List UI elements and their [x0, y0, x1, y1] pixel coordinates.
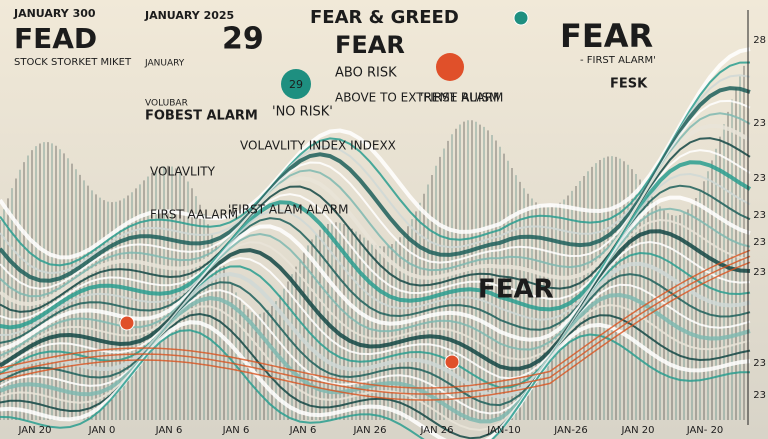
- brand: FEAD: [14, 22, 97, 55]
- wave: [0, 251, 751, 389]
- wave: [0, 283, 751, 415]
- decoration: [0, 10, 752, 439]
- bottom-axis-label: JAN-26: [553, 425, 587, 436]
- label: VOLAVLITY INDEX INDEXX: [240, 139, 396, 153]
- marker-dot: [444, 354, 460, 370]
- wave: [0, 273, 751, 407]
- right-axis-label: 23: [753, 267, 766, 278]
- date-left: JANUARY 300: [13, 7, 96, 20]
- wave: [0, 99, 751, 290]
- bottom-axis-label: JAN 26: [420, 425, 454, 436]
- wave: [0, 74, 751, 275]
- bottom-axis-label: JAN 6: [222, 425, 250, 436]
- label: - FIRST ALARM': [580, 55, 656, 66]
- title: FEAR & GREED: [310, 7, 459, 28]
- label: ABO RISK: [335, 66, 397, 81]
- label: VOLUBAR: [145, 99, 188, 109]
- label: FESK: [610, 77, 648, 92]
- bottom-axis-label: JAN 26: [353, 425, 387, 436]
- bottom-axis-label: JAN- 20: [686, 425, 724, 436]
- right-axis-label: 23: [753, 173, 766, 184]
- wave: [0, 229, 751, 371]
- bottom-axis-label: JAN 20: [621, 425, 655, 436]
- label: 'NO RISK': [272, 105, 333, 120]
- wave: [0, 218, 751, 362]
- right-axis-label: 23: [753, 390, 766, 401]
- bottom-axis-label: JAN-10: [486, 425, 520, 436]
- mood: FEAR: [335, 31, 405, 59]
- label: 'FIRST ALAM ALARM: [228, 203, 348, 217]
- trend: [0, 255, 751, 395]
- bottom-axis-label: JAN 0: [88, 425, 116, 436]
- wave: [0, 240, 751, 380]
- trend: [0, 249, 751, 389]
- label: FOBEST ALARM: [145, 109, 258, 124]
- wave: [0, 86, 751, 283]
- marker-dot: [119, 315, 135, 331]
- trend: [0, 261, 751, 401]
- right-axis-label: 23: [753, 118, 766, 129]
- label: JANUARY: [144, 59, 185, 69]
- right-axis-label: 23: [753, 237, 766, 248]
- right-axis-label: 23: [753, 210, 766, 221]
- wave: [0, 329, 750, 439]
- badge-icon: [436, 53, 464, 81]
- score: 29: [222, 22, 264, 57]
- label: FEAR: [560, 17, 653, 55]
- right-axis-label: 28: [753, 35, 766, 46]
- marker-dot: [513, 10, 529, 26]
- wave: [0, 47, 751, 260]
- badge-score: 29: [289, 78, 303, 91]
- subtitle: STOCK STORKET MIKET: [14, 57, 132, 68]
- label: 'FIRST RUISM: [420, 91, 499, 105]
- date-center: JANUARY 2025: [144, 9, 234, 22]
- label: FEAR: [478, 275, 554, 305]
- bottom-axis-label: JAN 20: [18, 425, 52, 436]
- bottom-axis-label: JAN 6: [155, 425, 183, 436]
- label: ABOVE TO EXTREME ALARM: [335, 91, 503, 105]
- bottom-axis-label: JAN 6: [289, 425, 317, 436]
- right-axis-label: 23: [753, 358, 766, 369]
- label: FIRST AALARM: [150, 208, 238, 222]
- badge: [281, 69, 311, 99]
- text-layer: JANUARY 300 FEAD STOCK STORKET MIKET JAN…: [13, 7, 766, 436]
- label: VOLAVLITY: [150, 165, 216, 179]
- wave: [0, 261, 751, 399]
- wave: [0, 61, 751, 267]
